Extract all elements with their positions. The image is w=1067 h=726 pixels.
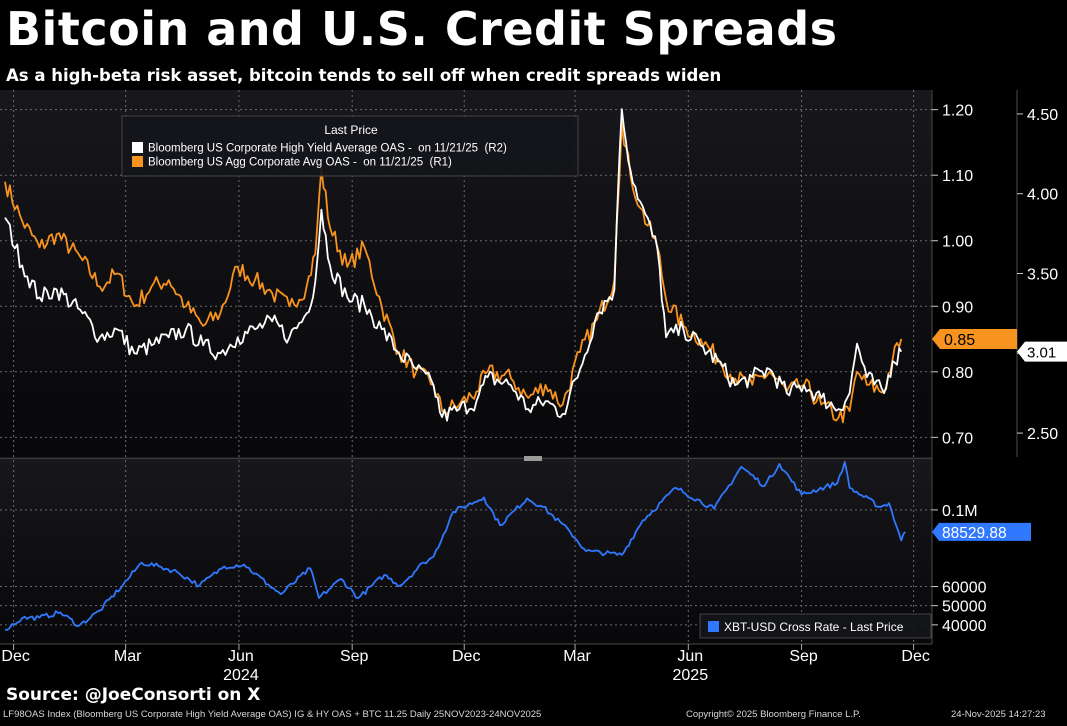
btc-series [4,461,906,631]
btc-tick-label: 40000 [942,618,987,635]
btc-tick-label: 60000 [942,580,987,597]
r1-tick-label: 1.00 [942,234,973,251]
x-tick-label: Jun [677,648,703,665]
r2-tick-label: 4.00 [1027,187,1058,204]
legend-title: Last Price [324,123,378,137]
spread-legend: Last Price Bloomberg US Corporate High Y… [121,115,579,177]
btc-tick-label: 0.1M [942,503,978,520]
ig-last-value-tag [932,329,1017,350]
chart-title: Bitcoin and U.S. Credit Spreads [6,2,838,56]
legend-swatch-ig [132,156,143,167]
footer-copyright: Copyright© 2025 Bloomberg Finance L.P. [686,709,861,720]
legend-entry-hy: Bloomberg US Corporate High Yield Averag… [148,143,507,155]
source-credit: Source: @JoeConsorti on X [6,685,261,705]
ig-last-value: 0.85 [944,332,975,349]
chart-area: Dec Mar Jun Sep Dec Mar Jun Sep Dec 2024 2025 1.20 1… [0,90,1067,682]
x-tick-label: Jun [228,648,254,665]
x-tick-label: Dec [901,648,929,665]
r1-tick-label: 0.70 [942,430,973,447]
hy-last-value: 3.01 [1027,345,1056,362]
r2-tick-label: 2.50 [1027,426,1058,443]
r2-tick-label: 3.50 [1027,267,1058,284]
btc-price-line [4,461,906,631]
footer-index-info: LF98OAS Index (Bloomberg US Corporate Hi… [3,709,542,720]
x-tick-label: Sep [789,648,818,665]
panel-splitter[interactable] [524,456,542,461]
r1-tick-label: 0.80 [942,365,973,382]
r2-tick-label: 4.50 [1027,107,1058,124]
spread-series [4,108,903,424]
x-tick-label: Mar [563,648,591,665]
x-tick-label: Dec [1,648,29,665]
btc-tick-label: 50000 [942,599,987,616]
r1-tick-label: 1.20 [942,103,973,120]
hy-oas-line [4,108,903,422]
x-tick-label: Dec [452,648,480,665]
r1-tick-label: 0.90 [942,299,973,316]
x-tick-label: Mar [114,648,142,665]
legend-swatch-btc [708,621,719,632]
chart-subtitle: As a high-beta risk asset, bitcoin tends… [6,66,722,85]
btc-legend: XBT-USD Cross Rate - Last Price [699,613,932,639]
r1-tick-label: 1.10 [942,168,973,185]
axes: Dec Mar Jun Sep Dec Mar Jun Sep Dec 2024 2025 1.20 1… [1,103,1067,682]
btc-last-value: 88529.88 [942,525,1007,542]
x-year-label: 2025 [673,667,709,682]
hy-last-value-tag [1017,341,1067,362]
legend-entry-btc: XBT-USD Cross Rate - Last Price [724,620,904,634]
x-tick-label: Sep [340,648,369,665]
x-year-label: 2024 [223,667,259,682]
btc-last-value-tag [932,522,1031,541]
legend-swatch-hy [132,142,143,153]
bottom-panel [0,460,932,644]
legend-entry-ig: Bloomberg US Agg Corporate Avg OAS - on … [148,157,452,169]
footer-timestamp: 24-Nov-2025 14:27:23 [951,709,1046,720]
